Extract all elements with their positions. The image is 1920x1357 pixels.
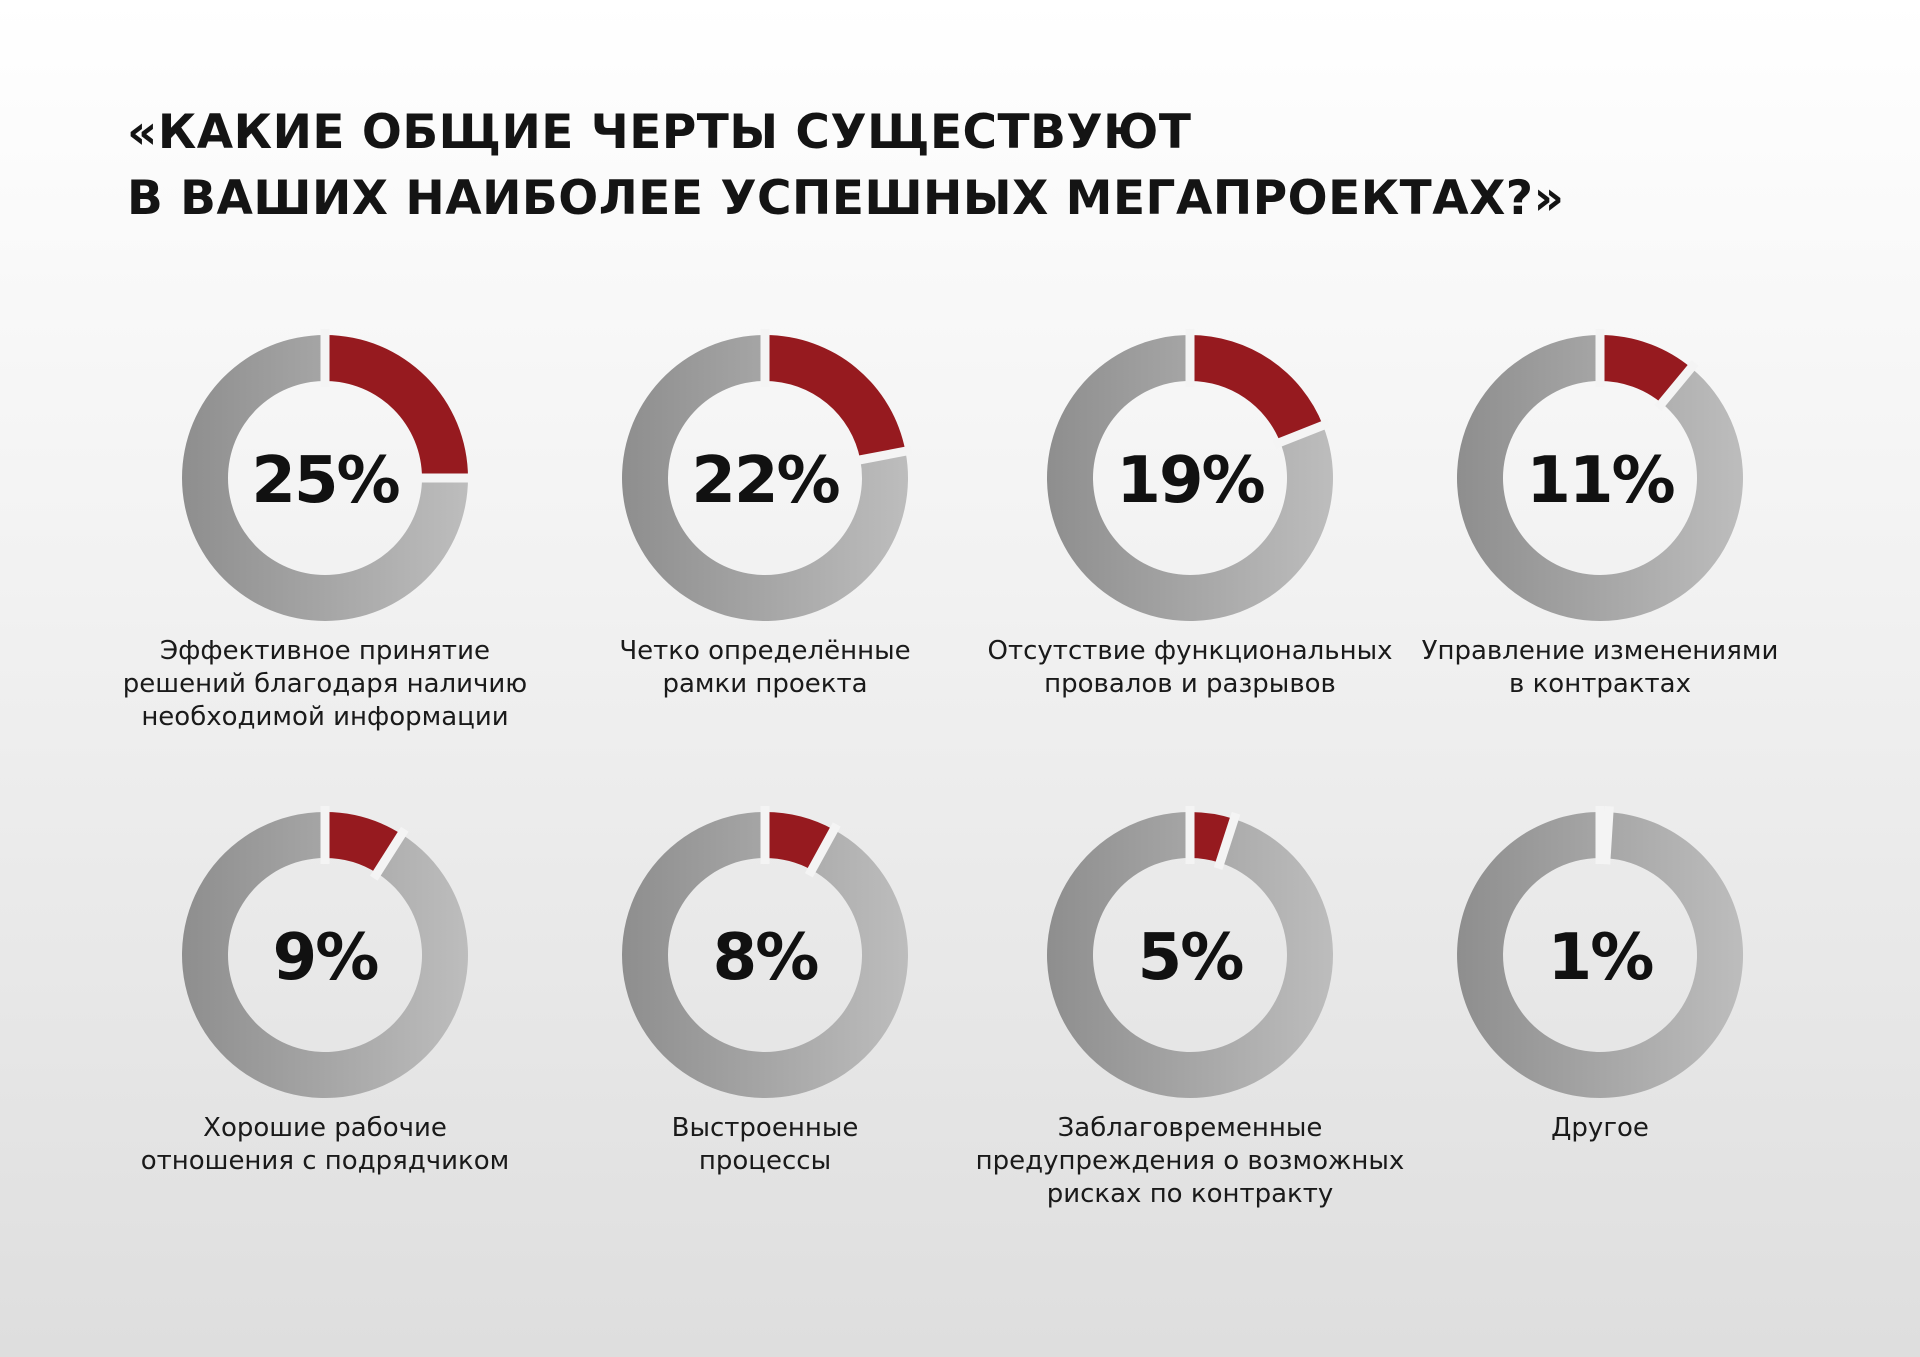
title-line-2: В ВАШИХ НАИБОЛЕЕ УСПЕШНЫХ МЕГАПРОЕКТАХ?» <box>127 171 1565 226</box>
donut-card: 11% Управление изменениями в контрактах <box>1380 329 1820 795</box>
donut-remainder-slice <box>181 335 468 621</box>
donut-remainder-slice <box>181 812 468 1098</box>
donut-value-label: 8% <box>713 921 819 995</box>
slice-separator <box>853 445 913 466</box>
slice-separator <box>1601 806 1614 865</box>
donut-value-slice <box>765 335 906 460</box>
donut-value-label: 1% <box>1548 921 1654 995</box>
donut-chart: 11% <box>1456 329 1743 621</box>
donut-value-label: 25% <box>251 444 399 518</box>
slice-separator <box>1213 811 1241 870</box>
donut-remainder-slice <box>1457 812 1744 1098</box>
donut-card: 19% Отсутствие функциональных провалов и … <box>970 329 1410 795</box>
donut-remainder-slice <box>1456 335 1743 621</box>
donut-caption: Четко определённые рамки проекта <box>619 636 911 699</box>
donut-card: 8% Выстроенные процессы <box>545 806 985 1272</box>
donut-caption: Другое <box>1551 1113 1649 1143</box>
donut-chart: 5% <box>1046 806 1333 1098</box>
donut-card: 5% Заблаговременные предупреждения о возм… <box>970 806 1410 1272</box>
donut-value-label: 9% <box>273 921 379 995</box>
donut-chart: 19% <box>1047 329 1334 621</box>
donut-caption: Заблаговременные предупреждения о возмож… <box>975 1113 1405 1209</box>
page-title: «КАКИЕ ОБЩИЕ ЧЕРТЫ СУЩЕСТВУЮТ В ВАШИХ НА… <box>127 100 1564 232</box>
donut-caption: Хорошие рабочие отношения с подрядчиком <box>140 1113 510 1176</box>
donut-value-label: 19% <box>1116 444 1264 518</box>
donut-chart: 25% <box>181 329 474 621</box>
donut-chart: 9% <box>181 806 468 1098</box>
slice-separator <box>1272 418 1331 449</box>
donut-value-label: 5% <box>1138 921 1244 995</box>
donut-remainder-slice <box>622 335 909 621</box>
donut-value-slice <box>1600 335 1692 404</box>
slice-separator <box>369 826 409 881</box>
donut-remainder-slice <box>1046 812 1333 1098</box>
donut-card: 1% Другое <box>1380 806 1820 1272</box>
donut-remainder-slice <box>621 812 908 1098</box>
title-line-1: «КАКИЕ ОБЩИЕ ЧЕРТЫ СУЩЕСТВУЮТ <box>127 105 1192 160</box>
donut-caption: Управление изменениями в контрактах <box>1421 636 1779 699</box>
donut-card: 9% Хорошие рабочие отношения с подрядчико… <box>105 806 545 1272</box>
donut-chart: 8% <box>621 806 908 1098</box>
donut-value-slice <box>1190 335 1323 443</box>
donut-card: 25% Эффективное принятие решений благодар… <box>105 329 545 795</box>
donut-value-label: 11% <box>1526 444 1674 518</box>
donut-value-slice <box>325 335 468 478</box>
slice-separator <box>804 822 841 878</box>
donut-value-label: 22% <box>691 444 839 518</box>
donut-chart: 1% <box>1457 806 1744 1098</box>
donut-remainder-slice <box>1047 335 1334 621</box>
donut-chart: 22% <box>622 329 913 621</box>
donut-caption: Отсутствие функциональных провалов и раз… <box>987 636 1393 699</box>
slice-separator <box>1654 360 1699 411</box>
donut-caption: Эффективное принятие решений благодаря н… <box>122 636 528 732</box>
donut-caption: Выстроенные процессы <box>671 1113 859 1176</box>
donut-card: 22% Четко определённые рамки проекта <box>545 329 985 795</box>
